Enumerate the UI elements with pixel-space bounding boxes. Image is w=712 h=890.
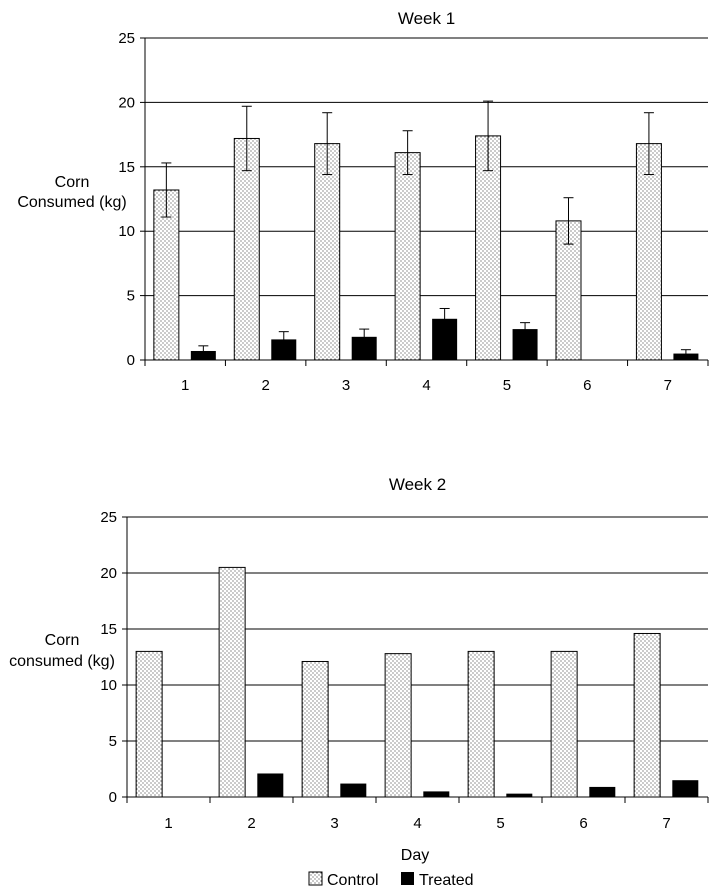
x-tick-label: 4 bbox=[413, 815, 421, 832]
x-tick-label: 7 bbox=[662, 815, 670, 832]
treated-bar bbox=[506, 793, 533, 797]
x-tick-label: 6 bbox=[579, 815, 587, 832]
x-tick-label: 2 bbox=[261, 377, 269, 394]
x-tick-label: 7 bbox=[664, 377, 672, 394]
control-bar bbox=[550, 650, 578, 798]
week-2-chart: Week 2 Corn consumed (kg) 0 5 10 15 20 25 1 2 3 4 5 6 7 bbox=[9, 475, 709, 832]
control-bar bbox=[394, 152, 421, 361]
x-tick-label: 3 bbox=[342, 377, 350, 394]
y-tick-label: 10 bbox=[118, 223, 135, 240]
control-bar bbox=[218, 566, 246, 798]
y-tick-label: 0 bbox=[127, 352, 135, 369]
x-tick-label: 5 bbox=[496, 815, 504, 832]
x-tick-label: 4 bbox=[422, 377, 430, 394]
treated-bar bbox=[589, 786, 616, 797]
y-tick-label: 15 bbox=[118, 159, 135, 176]
x-axis-label: Day bbox=[401, 847, 429, 864]
y-tick-label: 25 bbox=[100, 509, 117, 526]
y-axis-label-line: Consumed (kg) bbox=[17, 194, 126, 211]
y-tick-label: 15 bbox=[100, 621, 117, 638]
control-bar bbox=[467, 650, 495, 798]
control-bar bbox=[135, 650, 163, 798]
y-tick-label: 5 bbox=[127, 288, 135, 305]
y-axis-label-line: Corn bbox=[55, 174, 90, 191]
y-tick-label: 0 bbox=[109, 789, 117, 806]
control-bar bbox=[314, 143, 341, 361]
control-bar bbox=[301, 660, 329, 798]
control-bar bbox=[384, 653, 412, 798]
x-tick-label: 2 bbox=[247, 815, 255, 832]
y-axis-label-line: Corn bbox=[45, 632, 80, 649]
treated-bar bbox=[672, 780, 699, 797]
control-bar bbox=[475, 135, 502, 361]
legend: Control Treated bbox=[308, 871, 474, 889]
x-tick-label: 1 bbox=[181, 377, 189, 394]
y-tick-label: 25 bbox=[118, 30, 135, 47]
x-tick-label: 1 bbox=[164, 815, 172, 832]
treated-bar bbox=[257, 773, 284, 797]
chart-title: Week 2 bbox=[389, 475, 446, 494]
y-tick-label: 20 bbox=[100, 565, 117, 582]
x-tick-label: 5 bbox=[503, 377, 511, 394]
legend-swatch-treated bbox=[401, 872, 414, 885]
chart-title: Week 1 bbox=[398, 9, 455, 28]
treated-bar bbox=[351, 336, 377, 360]
treated-bar bbox=[271, 339, 297, 360]
legend-swatch-control bbox=[308, 871, 323, 886]
y-tick-label: 20 bbox=[118, 94, 135, 111]
control-bar bbox=[233, 137, 260, 361]
treated-bar bbox=[340, 783, 367, 797]
x-tick-label: 6 bbox=[583, 377, 591, 394]
control-bar bbox=[633, 632, 661, 798]
y-axis-label-line: consumed (kg) bbox=[9, 653, 115, 670]
treated-bar bbox=[423, 791, 450, 797]
week-1-chart: Week 1 Corn Consumed (kg) 0 5 10 15 20 25 1 2 3 4 5 6 7 bbox=[17, 9, 709, 394]
control-bar bbox=[635, 143, 662, 361]
legend-label-treated: Treated bbox=[419, 872, 474, 889]
y-tick-label: 10 bbox=[100, 677, 117, 694]
x-tick-label: 3 bbox=[330, 815, 338, 832]
y-tick-label: 5 bbox=[109, 733, 117, 750]
legend-label-control: Control bbox=[327, 872, 379, 889]
